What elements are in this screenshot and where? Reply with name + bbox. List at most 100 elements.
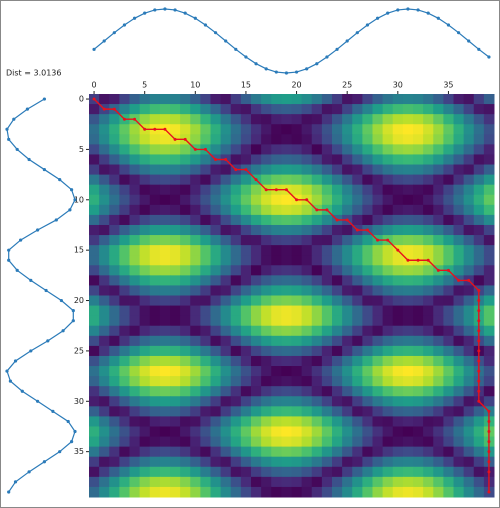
heatmap-cell [453,355,465,367]
warping-point [487,440,491,444]
heatmap-cell [230,345,242,357]
heatmap-cell [230,194,242,206]
warping-point [284,188,288,192]
heatmap-cell [159,476,171,488]
heatmap-cell [352,305,363,317]
heatmap-cell [89,456,100,468]
heatmap-cell [271,295,282,307]
heatmap-cell [210,285,222,296]
heatmap-cell [251,104,262,115]
heatmap-cell [281,446,292,458]
heatmap-cell [321,416,333,427]
heatmap-cell [463,114,475,125]
heatmap-cell [139,245,151,256]
heatmap-cell [281,416,292,427]
heatmap-cell [89,114,100,125]
heatmap-cell [453,366,465,377]
heatmap-cell [200,436,211,448]
heatmap-cell [89,194,100,206]
heatmap-cell [301,295,313,307]
heatmap-cell [362,214,373,226]
heatmap-cell [342,295,353,307]
heatmap-cell [332,154,343,166]
heatmap-cell [139,154,151,166]
heatmap-cell [129,325,141,337]
heatmap-cell [271,486,282,498]
heatmap-cell [392,104,404,115]
heatmap-cell [372,114,384,125]
series-point [396,8,400,12]
heatmap-cell [342,396,353,407]
heatmap-cell [463,214,475,226]
heatmap-cell [271,396,282,407]
heatmap-cell [372,275,384,286]
heatmap-cell [139,486,151,498]
heatmap-cell [453,194,465,206]
heatmap-cell [433,94,444,105]
heatmap-cell [99,355,110,367]
heatmap-cell [413,355,424,367]
heatmap-cell [473,235,485,246]
heatmap-cell [139,446,151,458]
heatmap-cell [271,224,282,236]
heatmap-cell [372,124,384,135]
heatmap-cell [240,265,252,276]
heatmap-cell [89,416,100,427]
heatmap-cell [473,184,485,196]
heatmap-cell [261,214,272,226]
heatmap-cell [200,164,211,176]
heatmap-cell [261,174,272,186]
heatmap-cell [210,315,222,327]
heatmap-cell [332,295,343,307]
heatmap-cell [392,204,404,216]
heatmap-cell [291,416,303,427]
warping-point [376,238,380,242]
heatmap-cell [362,255,373,266]
heatmap-cell [109,265,120,276]
heatmap-cell [453,224,465,236]
heatmap-cell [453,255,465,266]
warping-point [183,137,187,141]
heatmap-cell [180,416,191,427]
heatmap-cell [443,315,454,327]
heatmap-cell [352,104,363,115]
heatmap-cell [240,366,252,377]
heatmap-cell [392,486,404,498]
heatmap-cell [433,456,444,468]
heatmap-cell [190,416,201,427]
heatmap-cell [281,486,292,498]
heatmap-cell [261,366,272,377]
heatmap-cell [332,94,343,105]
heatmap-cell [382,184,394,196]
heatmap-cell [230,235,242,246]
heatmap-cell [402,426,414,438]
heatmap-cell [301,386,313,397]
heatmap-cell [463,94,475,105]
heatmap-cell [311,386,323,397]
heatmap-cell [251,456,262,468]
heatmap-cell [99,245,110,256]
heatmap-cell [311,396,323,407]
heatmap-cell [89,245,100,256]
heatmap-cell [139,204,151,216]
heatmap-cell [443,295,454,307]
heatmap-cell [170,235,181,246]
heatmap-cell [342,426,353,438]
heatmap-cell [382,214,394,226]
series-point [36,399,40,403]
series-point [68,208,72,212]
heatmap-cell [210,355,222,367]
heatmap-cell [413,124,424,135]
heatmap-cell [433,144,444,155]
heatmap-cell [200,426,211,438]
heatmap-cell [311,245,323,256]
y-tick-label: 15 [74,246,84,255]
heatmap-cell [190,265,201,276]
heatmap-cell [271,335,282,347]
heatmap-cell [443,436,454,448]
heatmap-cell [382,265,394,276]
heatmap-cell [170,325,181,337]
heatmap-cell [473,446,485,458]
warping-point [244,168,248,172]
